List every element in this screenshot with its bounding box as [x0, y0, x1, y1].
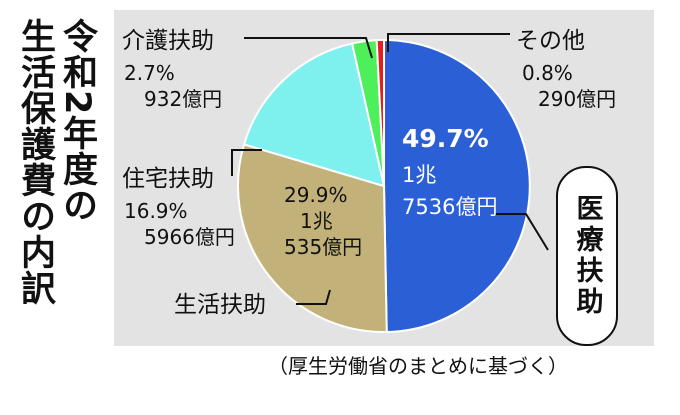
pie-slice-living — [237, 143, 388, 333]
label-other-values: 0.8% 290億円 — [522, 60, 616, 112]
slice-name-housing: 住宅扶助 — [122, 166, 214, 192]
label-care-values: 2.7% 932億円 — [124, 60, 222, 112]
leader-lines — [231, 33, 549, 305]
pie-slices — [237, 38, 531, 333]
slice-amount-medical-2: 7536億円 — [402, 195, 498, 219]
label-other: その他 — [516, 28, 585, 54]
slice-name-other: その他 — [516, 28, 585, 54]
slice-percent-housing: 16.9% — [124, 199, 188, 223]
label-living-values: 29.9% 1兆 535億円 — [284, 182, 362, 260]
pie-slice-medical — [383, 38, 531, 333]
slice-amount-other: 290億円 — [538, 87, 617, 111]
pie-slice-housing — [242, 42, 386, 188]
chart-title: 令和2年度の 生活保護費の内訳 — [14, 18, 98, 306]
slice-name-care: 介護扶助 — [122, 28, 214, 54]
chart-title-line1: 令和2年度の — [57, 18, 97, 224]
pie-slice-other — [375, 38, 385, 187]
slice-percent-care: 2.7% — [124, 61, 175, 85]
slice-percent-living: 29.9% — [284, 183, 348, 207]
leader-housing — [231, 149, 262, 176]
label-housing-values: 16.9% 5966億円 — [124, 198, 235, 250]
source-note: （厚生労働省のまとめに基づく） — [268, 354, 568, 378]
slice-percent-other: 0.8% — [522, 61, 573, 85]
leader-care — [244, 37, 373, 59]
slice-name-medical: 医療扶助 — [556, 166, 618, 346]
leader-medical — [494, 213, 549, 251]
slice-amount-care: 932億円 — [144, 87, 223, 111]
chart-title-line2: 生活保護費の内訳 — [15, 18, 55, 306]
label-medical-values: 49.7% 1兆 7536億円 — [402, 126, 497, 220]
slice-amount-housing: 5966億円 — [144, 225, 235, 249]
slice-name-living: 生活扶助 — [174, 292, 266, 318]
leader-living — [296, 289, 331, 305]
slice-amount-living-2: 535億円 — [284, 235, 363, 259]
slice-amount-medical-1: 1兆 — [402, 163, 437, 187]
slice-amount-living-1: 1兆 — [300, 209, 333, 233]
slice-percent-medical: 49.7% — [402, 124, 489, 153]
leader-other — [387, 33, 510, 52]
